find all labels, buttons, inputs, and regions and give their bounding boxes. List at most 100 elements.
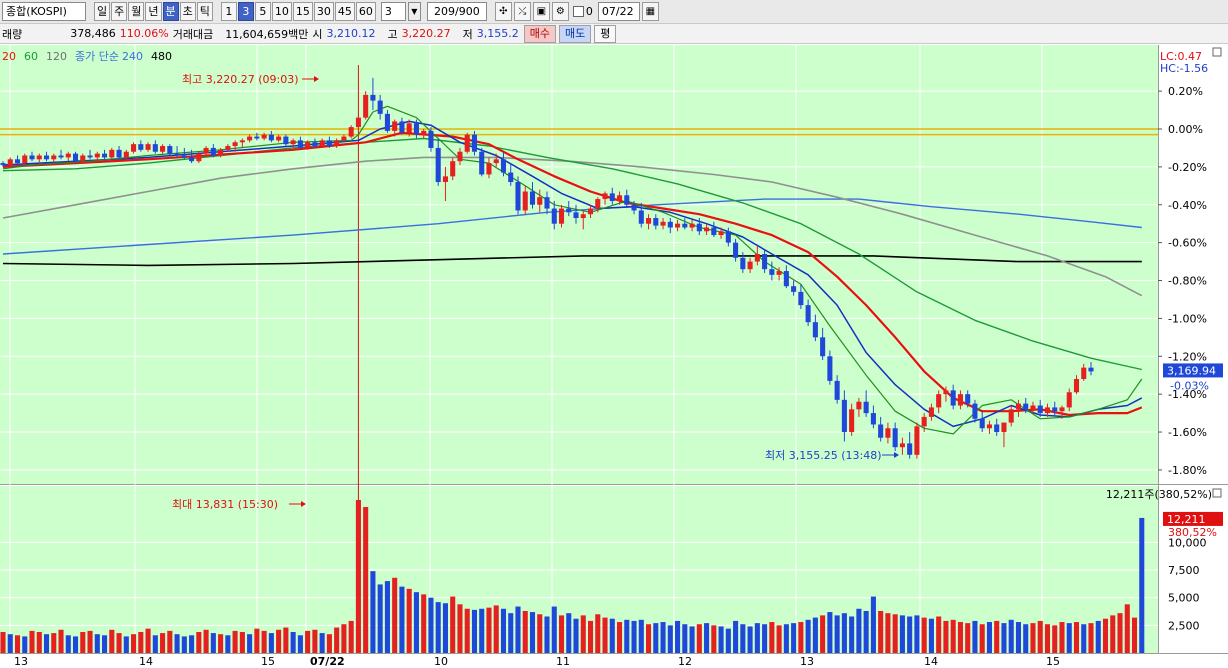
volume-bar	[196, 631, 202, 653]
candle-body	[747, 261, 753, 270]
y-tick-label: -0.40%	[1168, 199, 1207, 212]
candle-body	[609, 193, 615, 201]
candle-body	[827, 356, 833, 381]
volume-bar	[646, 624, 652, 653]
candle-body	[718, 231, 724, 236]
volume-bar	[14, 635, 21, 653]
volume-bar	[464, 608, 470, 653]
interval-button-7[interactable]: 60	[355, 2, 376, 21]
interval-button-1[interactable]: 3	[237, 2, 254, 21]
chart-svg[interactable]: 13 14 15 07/22 10 11 12 13 14 15 0.20% 0.00% -0.20% -…	[0, 45, 1228, 668]
candle-body	[471, 134, 478, 152]
last-volume-text: 12,211	[1167, 513, 1206, 526]
volume-bar	[450, 596, 456, 653]
candle-body	[312, 142, 318, 147]
candle-body	[392, 121, 398, 131]
interval-button-2[interactable]: 5	[254, 2, 271, 21]
crosshair-icon[interactable]: ✣	[494, 2, 512, 21]
period-button-0[interactable]: 일	[94, 2, 111, 21]
x-tick-label: 15	[261, 655, 275, 668]
candle-body	[733, 242, 739, 258]
volume-bar	[210, 633, 216, 653]
interval-input[interactable]: 3	[380, 2, 406, 21]
candle-body	[493, 159, 499, 164]
chevron-down-icon[interactable]: ▼	[407, 2, 421, 21]
interval-button-3[interactable]: 10	[271, 2, 292, 21]
volume-bar	[500, 608, 507, 653]
last-volume-pct: 380,52%	[1168, 526, 1217, 539]
interval-button-0[interactable]: 1	[220, 2, 237, 21]
candle-body	[544, 197, 550, 209]
volume-bar	[718, 626, 724, 653]
volume-bar	[1131, 617, 1138, 653]
candle-body	[203, 147, 209, 154]
volume-bar	[769, 622, 775, 653]
candle-body	[856, 401, 862, 410]
chart-area[interactable]: 13 14 15 07/22 10 11 12 13 14 15 0.20% 0.00% -0.20% -…	[0, 45, 1228, 668]
candle-body	[1066, 392, 1072, 408]
calendar-icon[interactable]: ▦	[641, 2, 659, 21]
sell-button[interactable]: 매도	[559, 24, 592, 43]
volume-bar	[1015, 622, 1022, 653]
candle-body	[29, 155, 35, 160]
interval-button-6[interactable]: 45	[334, 2, 355, 21]
volume-bar	[116, 633, 122, 653]
candle-body	[667, 221, 673, 228]
candle-body	[1044, 407, 1051, 414]
lc-label: LC:0.47	[1160, 50, 1202, 63]
period-button-4[interactable]: 분	[162, 2, 179, 21]
volume-bar	[225, 635, 231, 653]
draw-tool-icon[interactable]: ⤯	[513, 2, 531, 21]
volume-bar	[80, 631, 86, 653]
candle-body	[979, 418, 985, 429]
candle-body	[631, 204, 637, 211]
candle-body	[384, 113, 390, 131]
volume-bar	[428, 597, 434, 653]
volume-bar	[928, 618, 934, 653]
save-icon[interactable]: ▣	[532, 2, 550, 21]
symbol-input[interactable]: 종합(KOSPI)	[2, 2, 86, 21]
candle-body	[660, 221, 666, 226]
candle-body	[14, 159, 21, 164]
period-button-6[interactable]: 틱	[196, 2, 213, 21]
candle-body	[1015, 403, 1022, 410]
volume-bar	[508, 613, 514, 653]
volume-bar	[493, 605, 499, 653]
volume-bar	[363, 506, 369, 653]
flat-button[interactable]: 평	[594, 24, 617, 43]
period-button-1[interactable]: 주	[111, 2, 128, 21]
volume-bar	[863, 610, 869, 653]
candle-body	[94, 153, 100, 158]
count-input[interactable]: 209/900	[426, 2, 487, 21]
volume-bar	[936, 616, 942, 653]
candle-body	[522, 191, 528, 211]
period-button-3[interactable]: 년	[145, 2, 162, 21]
interval-button-group: 1 3 5 10 15 30 45 60	[220, 2, 376, 21]
candle-body	[174, 153, 180, 156]
volume-bar	[283, 627, 289, 653]
y-tick-label: -0.20%	[1168, 161, 1207, 174]
buy-button[interactable]: 매수	[523, 24, 557, 43]
legend-item: 20	[2, 50, 16, 63]
volume-bar	[341, 624, 347, 653]
period-button-2[interactable]: 월	[128, 2, 145, 21]
volume-bar	[247, 634, 253, 653]
candle-body	[442, 176, 448, 183]
x-tick-label: 10	[434, 655, 448, 668]
candle-body	[878, 424, 884, 438]
candle-body	[1052, 407, 1058, 412]
period-button-5[interactable]: 초	[179, 2, 196, 21]
volume-bar	[762, 624, 768, 653]
volume-bar	[602, 617, 608, 653]
date-input[interactable]: 07/22	[597, 2, 640, 21]
candle-body	[464, 134, 470, 152]
volume-bar	[174, 634, 180, 653]
gear-icon[interactable]: ⚙	[551, 2, 569, 21]
interval-button-5[interactable]: 30	[313, 2, 334, 21]
volume-bar	[123, 636, 129, 653]
volume-bar	[167, 630, 173, 653]
count-checkbox[interactable]	[572, 6, 584, 17]
candle-body	[413, 123, 419, 135]
interval-button-4[interactable]: 15	[292, 2, 313, 21]
